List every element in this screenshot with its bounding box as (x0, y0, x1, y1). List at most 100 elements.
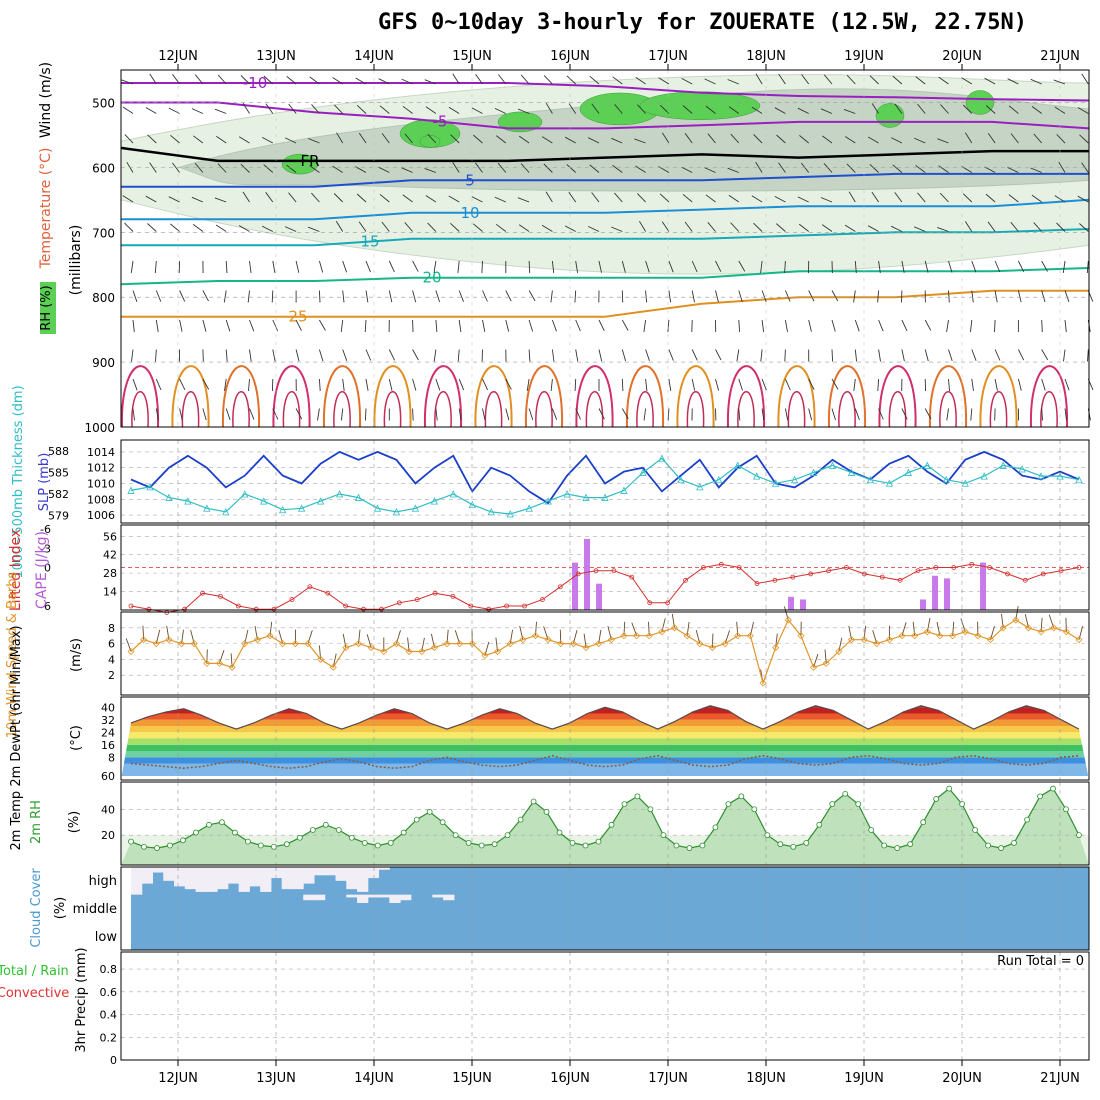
thickness-point (411, 504, 420, 512)
day-label-top: 20JUN (942, 49, 982, 64)
wind10m-point (215, 659, 224, 667)
wind-barb (433, 349, 437, 362)
thickness-point (809, 468, 818, 476)
low-level-contour (726, 365, 766, 428)
cape-bar (944, 578, 950, 610)
wind-barb (1062, 260, 1066, 273)
cape-bar (572, 562, 578, 610)
li-point (379, 606, 384, 612)
wind-barb (643, 408, 647, 421)
wind-barb (682, 105, 693, 114)
li-point (486, 606, 492, 612)
wind10m-point (772, 644, 780, 652)
wind-barb (378, 78, 390, 85)
wind-tick-label: 2 (108, 669, 115, 682)
wind10m-point (873, 640, 881, 648)
thickness-point (260, 497, 268, 505)
wind10m-point (380, 647, 388, 656)
thickness-tick-label: 588 (48, 445, 69, 458)
wind-barb (412, 290, 417, 303)
precip-tick-label: 0.8 (100, 963, 118, 976)
cloud-high-cell (184, 867, 197, 890)
panel-bg-wind10m (121, 612, 1089, 695)
cloud-high-cell (249, 867, 261, 887)
temp-tick-label: 40 (101, 701, 115, 714)
wind-barb (179, 378, 186, 390)
wind-barb (591, 103, 600, 114)
wind-barb (147, 134, 157, 144)
wind-barb (124, 222, 134, 232)
li-point (182, 606, 188, 612)
wind-barb (661, 221, 670, 232)
wind-barb (668, 290, 672, 303)
wind-barb (846, 163, 856, 173)
wind-barb (318, 290, 321, 303)
low-level-contour (221, 365, 261, 428)
wind-barb (520, 163, 530, 173)
rh2m-point (296, 834, 303, 841)
cloud-middle-cell (346, 894, 358, 898)
wind-barb (598, 260, 602, 273)
wind-barb (938, 76, 949, 85)
wind-barb (878, 349, 881, 362)
wind-barb (854, 408, 860, 420)
panel-frame-upper_air (120, 69, 1090, 428)
cloud-high-cell (303, 867, 315, 884)
wind10m-point (759, 679, 767, 687)
rh2m-point (361, 839, 368, 846)
wind-barb (776, 134, 786, 144)
thickness-point (999, 461, 1007, 469)
wind-barb (892, 164, 903, 173)
rh2m-point (1076, 832, 1082, 839)
temp-band (121, 707, 1089, 714)
temp-band (121, 751, 1089, 758)
wind10m-point (329, 663, 337, 671)
li-point (665, 600, 671, 606)
temp-band (121, 744, 1089, 751)
day-label-top: 16JUN (550, 49, 590, 64)
cape-tick-label: 42 (103, 549, 117, 562)
wind-barb (1031, 194, 1042, 203)
wind10m-point (418, 647, 426, 656)
wind-barb (458, 408, 462, 421)
low-level-contour (625, 365, 665, 428)
wind-barb (309, 76, 320, 85)
rh2m-point (907, 841, 914, 848)
wind10m-point (367, 644, 375, 652)
wind-barb (964, 221, 973, 232)
wind-barb (471, 107, 483, 114)
wind-barb (598, 319, 605, 331)
li-point (504, 603, 510, 609)
wind-barb (475, 73, 483, 85)
wind-barb (528, 290, 536, 302)
cloud-middle-cell (313, 894, 326, 901)
wind-barb (1031, 106, 1042, 114)
cloud-middle-cell (357, 894, 369, 903)
low-level-contour (888, 391, 907, 428)
wind-barb (130, 260, 134, 273)
wind-barb (589, 164, 600, 173)
wind-barb (550, 378, 553, 391)
wind-barb (225, 260, 228, 274)
wind-barb (645, 349, 650, 361)
wind-barb (1087, 349, 1089, 362)
wind-barb (917, 192, 926, 203)
wind-barb (574, 290, 577, 303)
wind-barb (154, 260, 157, 274)
wind-barb (755, 73, 763, 85)
wind-barb (894, 103, 903, 114)
wind-barb (365, 349, 372, 361)
isotherm-15 (121, 228, 1090, 247)
temp-tick-label: 60 (101, 770, 115, 783)
wind10m-point (696, 640, 704, 648)
wind-barb (457, 260, 460, 273)
thickness-point (582, 493, 590, 501)
wind-barb (639, 220, 646, 232)
wind-barb (452, 73, 460, 85)
wind-barb (1017, 349, 1025, 361)
label-rh: RH (%) (39, 285, 54, 330)
cloud-high-cell (324, 867, 337, 876)
li-point (289, 597, 295, 602)
wind10m-point (317, 655, 325, 663)
panel-frame-rh2m (120, 781, 1090, 866)
